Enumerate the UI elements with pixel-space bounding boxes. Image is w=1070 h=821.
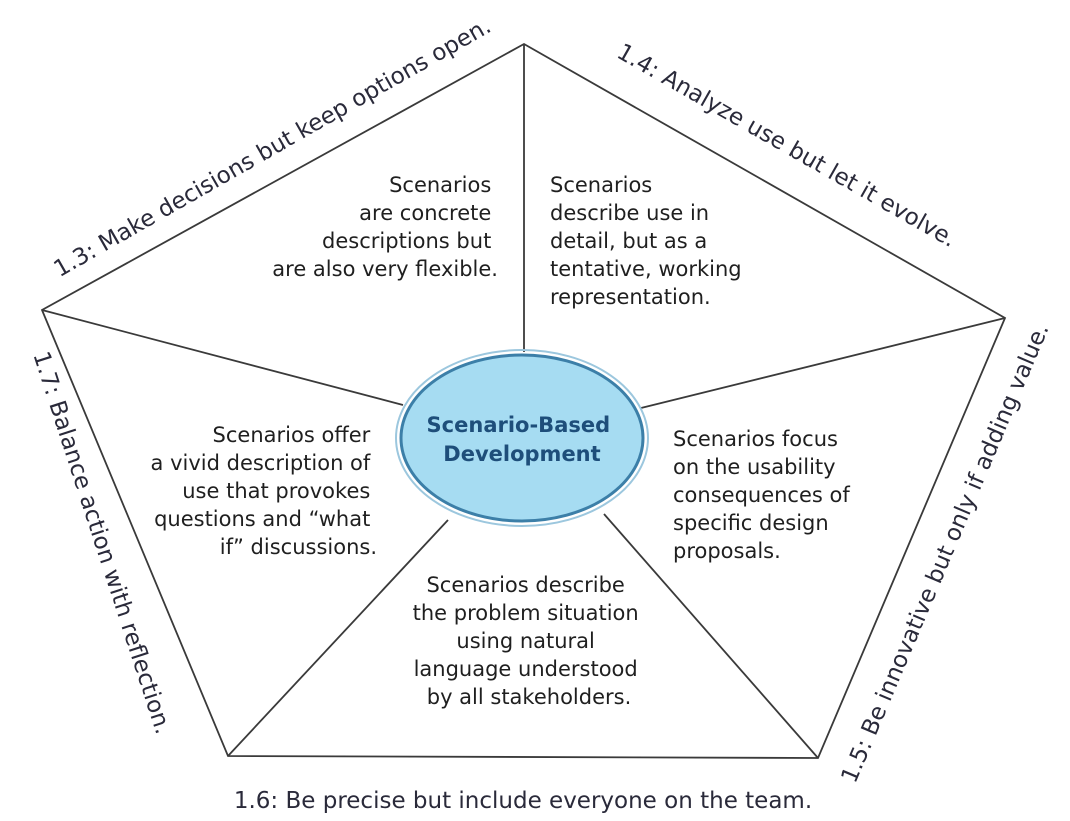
region-line: Scenarios <box>389 173 491 197</box>
edge-label-left: 1.7: Balance action with reflection. <box>27 348 176 737</box>
region-line: Scenarios describe <box>426 573 624 597</box>
region-line: if” discussions. <box>220 535 377 559</box>
region-line: Scenarios focus <box>673 427 838 451</box>
region-line: questions and “what <box>154 507 370 531</box>
center-title: Scenario-Based Development <box>427 413 618 466</box>
region-line: consequences of <box>673 483 850 507</box>
region-line: are concrete <box>359 201 491 225</box>
region-line: the problem situation <box>413 601 639 625</box>
region-line: specific design <box>673 511 829 535</box>
region-line: using natural <box>456 629 594 653</box>
pentagon-outline <box>40 42 1007 759</box>
region-line: proposals. <box>673 539 781 563</box>
region-line: descriptions but <box>322 229 491 253</box>
spoke-bottom-right <box>603 513 819 759</box>
center-ellipse-shadow <box>395 349 649 527</box>
region-text-top-left: Scenarios are concrete descriptions but … <box>272 173 498 281</box>
region-text-top-right: Scenarios describe use in detail, but as… <box>550 173 748 309</box>
region-text-bottom: Scenarios describe the problem situation… <box>413 573 646 709</box>
region-line: Scenarios offer <box>213 423 371 447</box>
edge-label-right: 1.5: Be innovative but only if adding va… <box>837 320 1055 787</box>
region-line: tentative, working <box>550 257 742 281</box>
center-title-line: Scenario-Based <box>427 413 611 437</box>
region-line: Scenarios <box>550 173 652 197</box>
region-line: on the usability <box>673 455 836 479</box>
edge-label-bottom: 1.6: Be precise but include everyone on … <box>234 788 812 814</box>
center-title-line: Development <box>443 442 600 466</box>
region-line: detail, but as a <box>550 229 707 253</box>
region-line: language understood <box>414 657 638 681</box>
spoke-left <box>41 309 404 406</box>
region-line: are also very flexible. <box>272 257 498 281</box>
spoke-bottom-left <box>227 519 449 757</box>
center-ellipse <box>399 353 645 523</box>
region-line: describe use in <box>550 201 709 225</box>
region-text-left: Scenarios offer a vivid description of u… <box>151 423 377 559</box>
region-line: representation. <box>550 285 711 309</box>
region-line: by all stakeholders. <box>427 685 632 709</box>
spoke-right <box>640 317 1006 409</box>
region-text-right: Scenarios focus on the usability consequ… <box>673 427 856 563</box>
region-line: a vivid description of <box>151 451 371 475</box>
region-line: use that provokes <box>182 479 370 503</box>
